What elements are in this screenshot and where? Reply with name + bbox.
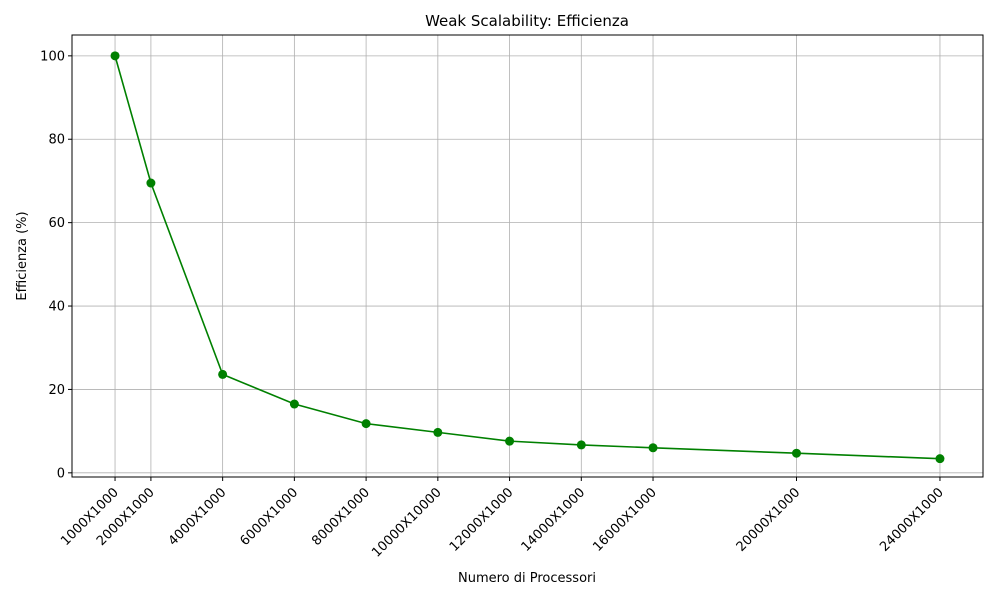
chart-title: Weak Scalability: Efficienza bbox=[425, 12, 629, 30]
x-tick-label: 12000X1000 bbox=[447, 485, 517, 555]
data-point bbox=[648, 443, 658, 453]
series-efficienza bbox=[110, 51, 945, 464]
y-tick-label: 100 bbox=[40, 49, 65, 64]
data-point bbox=[505, 436, 515, 446]
data-point bbox=[218, 369, 228, 379]
x-axis-label: Numero di Processori bbox=[458, 571, 596, 586]
y-tick-label: 60 bbox=[48, 216, 65, 231]
data-point bbox=[146, 178, 156, 188]
y-tick-label: 20 bbox=[48, 383, 65, 398]
x-tick-label: 8000X1000 bbox=[309, 485, 373, 549]
data-point bbox=[289, 399, 299, 409]
x-tick-label: 24000X1000 bbox=[877, 485, 947, 555]
grid-lines bbox=[72, 35, 983, 477]
data-point bbox=[576, 440, 586, 450]
x-tick-label: 4000X1000 bbox=[166, 485, 230, 549]
x-tick-label: 6000X1000 bbox=[238, 485, 302, 549]
plot-area-frame bbox=[71, 34, 984, 478]
data-point bbox=[361, 419, 371, 429]
y-tick-label: 0 bbox=[57, 466, 65, 481]
x-tick-label: 16000X1000 bbox=[590, 485, 660, 555]
y-tick-label: 80 bbox=[48, 133, 65, 148]
x-tick-label: 14000X1000 bbox=[519, 485, 589, 555]
data-point bbox=[433, 427, 443, 437]
x-tick-label: 10000X10000 bbox=[369, 485, 444, 560]
y-tick-label: 40 bbox=[48, 300, 65, 315]
data-point bbox=[791, 448, 801, 458]
y-axis-label: Efficienza (%) bbox=[15, 211, 30, 300]
data-point bbox=[110, 51, 120, 61]
data-point bbox=[935, 454, 945, 464]
x-tick-label: 20000X1000 bbox=[734, 485, 804, 555]
series-line bbox=[114, 55, 940, 460]
y-axis: 0 20 40 60 80 100 bbox=[40, 49, 72, 481]
